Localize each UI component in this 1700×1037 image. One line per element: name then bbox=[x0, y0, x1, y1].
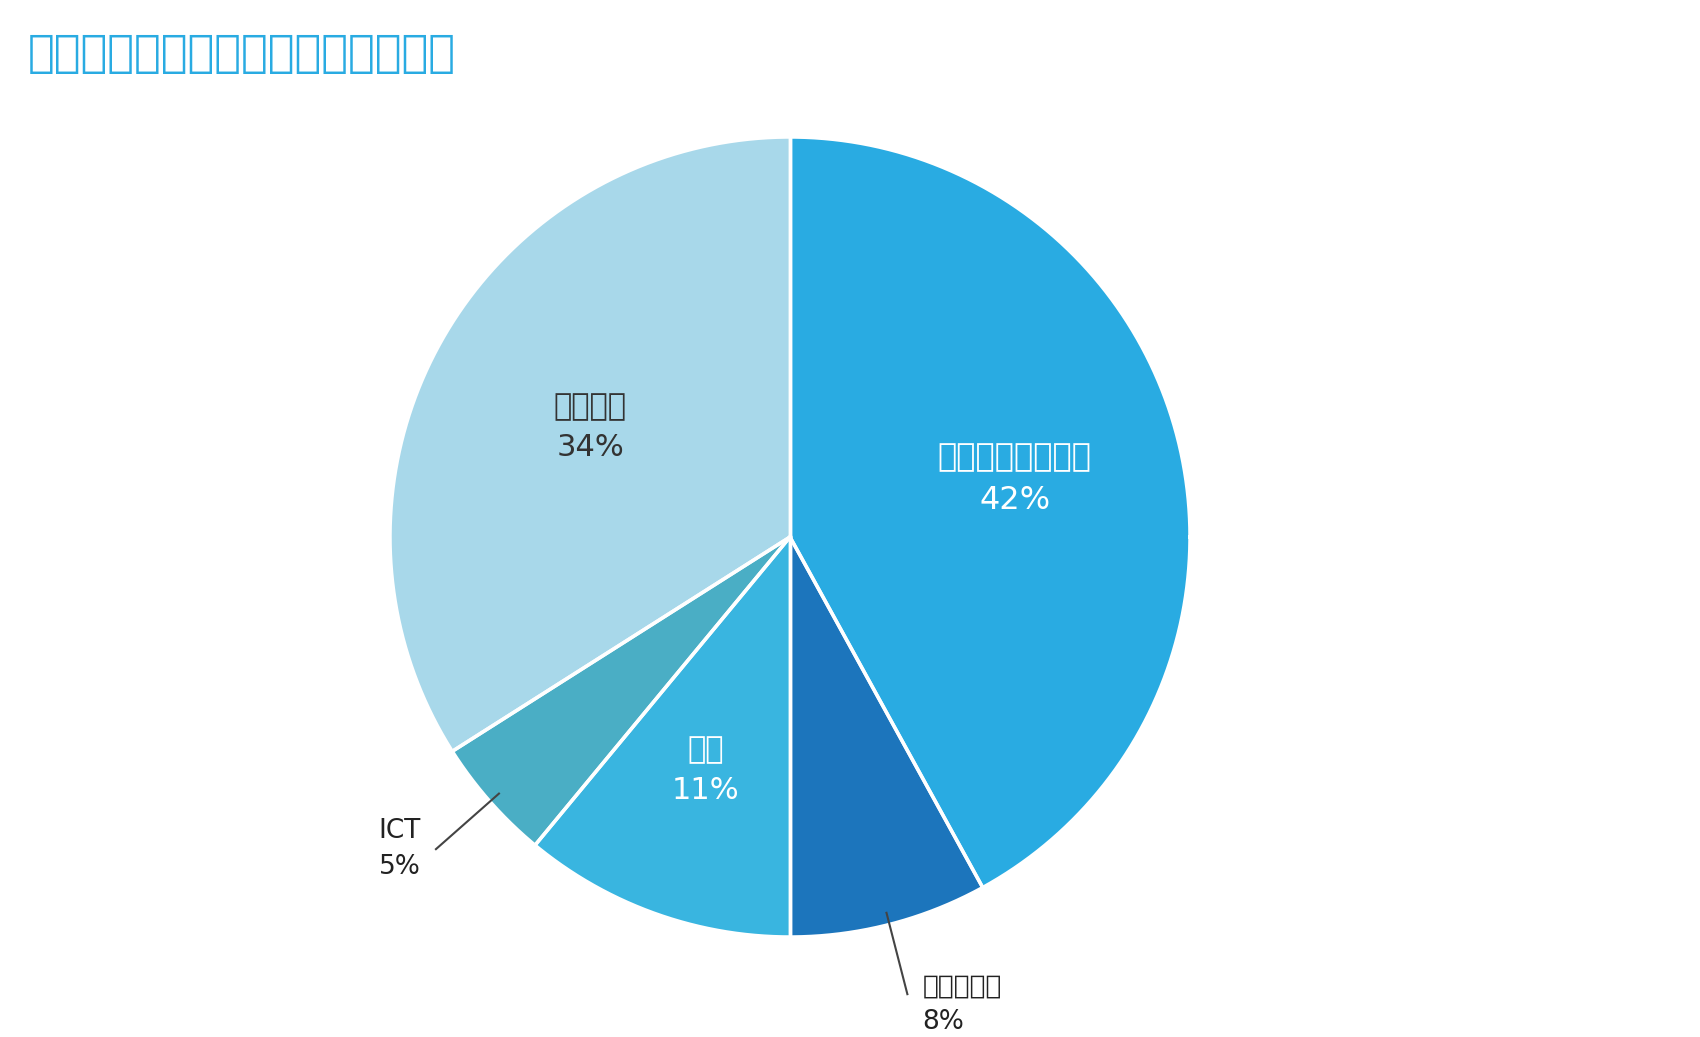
Text: 環境
11%: 環境 11% bbox=[672, 735, 740, 805]
Polygon shape bbox=[389, 137, 790, 752]
Polygon shape bbox=[790, 537, 983, 937]
Text: ICT
5%: ICT 5% bbox=[379, 818, 422, 880]
Polygon shape bbox=[536, 537, 790, 937]
Polygon shape bbox=[452, 537, 790, 845]
Text: 基盤技術
34%: 基盤技術 34% bbox=[554, 392, 627, 461]
Text: ヘルスケア
8%: ヘルスケア 8% bbox=[923, 973, 1001, 1035]
Polygon shape bbox=[790, 137, 1190, 888]
Text: アグリカルチャー
42%: アグリカルチャー 42% bbox=[938, 443, 1091, 516]
Text: 日本曹達の外部機関との連携テーマ: 日本曹達の外部機関との連携テーマ bbox=[27, 32, 456, 75]
